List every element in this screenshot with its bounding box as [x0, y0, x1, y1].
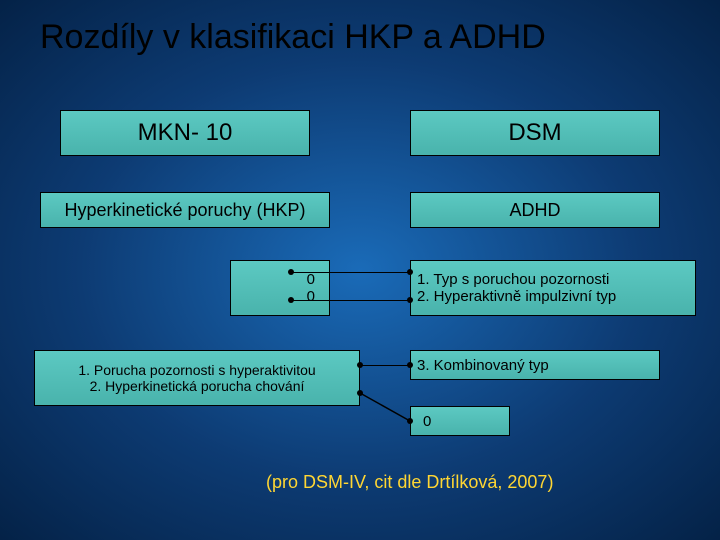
box-left-header: MKN- 10	[60, 110, 310, 156]
left-sub-text: Hyperkinetické poruchy (HKP)	[64, 200, 305, 221]
connector-1	[291, 272, 410, 273]
box-right-types: 1. Typ s poruchou pozornosti 2. Hyperakt…	[410, 260, 696, 316]
connector-4-end-left	[357, 390, 363, 396]
slide-title: Rozdíly v klasifikaci HKP a ADHD	[40, 18, 680, 57]
right-zero-text: 0	[423, 413, 431, 430]
connector-1-end-right	[407, 269, 413, 275]
connector-2-end-left	[288, 297, 294, 303]
left-zero-1: 0	[307, 271, 315, 288]
connector-3	[360, 365, 410, 366]
connector-2-end-right	[407, 297, 413, 303]
right-header-text: DSM	[508, 119, 561, 147]
right-combined-text: 3. Kombinovaný typ	[417, 357, 549, 374]
right-types-line1: 1. Typ s poruchou pozornosti	[417, 271, 616, 288]
right-types-list: 1. Typ s poruchou pozornosti 2. Hyperakt…	[417, 271, 616, 305]
left-zero-2: 0	[307, 288, 315, 305]
box-right-zero: 0	[410, 406, 510, 436]
connector-3-end-left	[357, 362, 363, 368]
left-header-text: MKN- 10	[138, 119, 233, 147]
left-detail-line2: 2. Hyperkinetická porucha chování	[90, 378, 305, 394]
left-detail-line1: 1. Porucha pozornosti s hyperaktivitou	[78, 362, 315, 378]
connector-4-end-right	[407, 418, 413, 424]
citation-text: (pro DSM-IV, cit dle Drtílková, 2007)	[266, 472, 553, 493]
box-right-combined: 3. Kombinovaný typ	[410, 350, 660, 380]
box-right-sub: ADHD	[410, 192, 660, 228]
connector-3-end-right	[407, 362, 413, 368]
right-sub-text: ADHD	[509, 200, 560, 221]
connector-2	[291, 300, 410, 301]
connector-1-end-left	[288, 269, 294, 275]
box-left-detail: 1. Porucha pozornosti s hyperaktivitou 2…	[34, 350, 360, 406]
box-right-header: DSM	[410, 110, 660, 156]
right-types-line2: 2. Hyperaktivně impulzivní typ	[417, 288, 616, 305]
box-left-sub: Hyperkinetické poruchy (HKP)	[40, 192, 330, 228]
box-left-zeros: 0 0	[230, 260, 330, 316]
